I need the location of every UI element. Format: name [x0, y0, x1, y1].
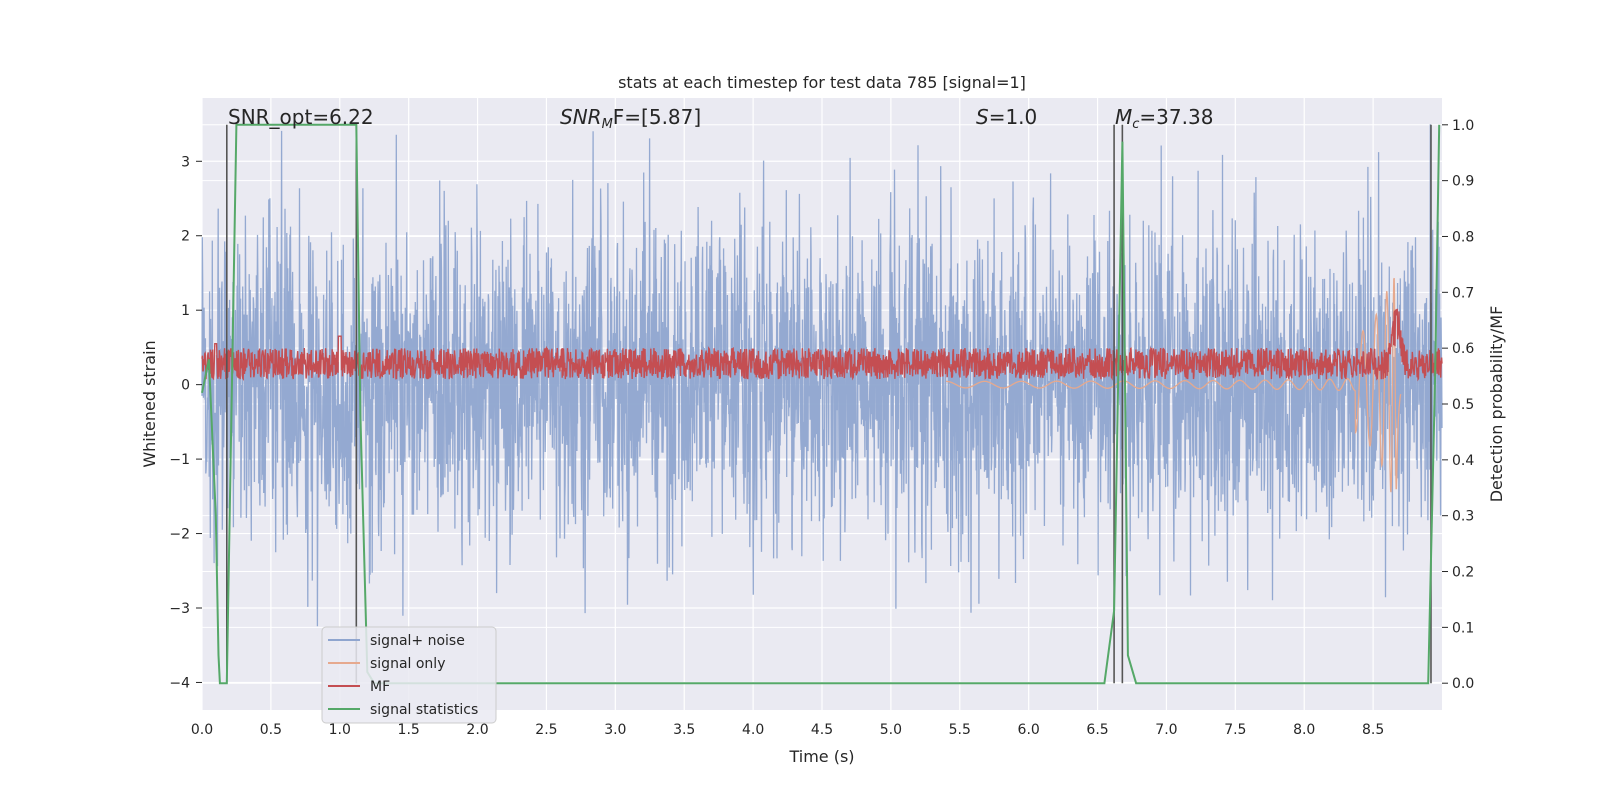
annotation-snr-opt: SNR_opt=6.22 — [228, 105, 374, 129]
annotation-mc-value: =37.38 — [1139, 105, 1213, 129]
y-tick-label: 2 — [181, 229, 190, 245]
x-tick-label: 0.5 — [260, 722, 282, 738]
x-tick-label: 1.0 — [329, 722, 351, 738]
x-tick-label: 1.5 — [398, 722, 420, 738]
x-tick-label: 7.0 — [1155, 722, 1177, 738]
legend: signal+ noise signal only MF signal stat… — [321, 626, 497, 724]
y-tick-label: −4 — [169, 675, 190, 691]
y2-tick-label: 0.9 — [1452, 174, 1474, 190]
y2-tick-label: 0.8 — [1452, 229, 1474, 245]
annotation-snr-mf-value: F=[5.87] — [613, 105, 701, 129]
annotation-snr-mf-subscript: M — [602, 117, 613, 132]
y2-axis-title: Detection probability/MF — [1487, 306, 1506, 503]
annotation-snr-mf-symbol: SNR — [560, 105, 602, 129]
annotation-snr-mf: SNRMF=[5.87] — [560, 105, 701, 132]
series-mf — [201, 308, 1443, 382]
data-layer — [201, 123, 1443, 685]
y-axis-ticks: 3 2 1 0 −1 −2 −3 −4 — [169, 154, 202, 691]
y2-tick-label: 0.0 — [1452, 676, 1474, 692]
y2-tick-label: 0.1 — [1452, 620, 1474, 636]
x-axis-title: Time (s) — [788, 747, 854, 766]
y-tick-label: −3 — [169, 601, 190, 617]
x-tick-label: 4.0 — [742, 722, 764, 738]
x-axis-ticks: 0.0 0.5 1.0 1.5 2.0 2.5 3.0 3.5 4.0 4.5 5.0 5.5 6.0 6… — [191, 722, 1384, 738]
x-tick-label: 0.0 — [191, 722, 213, 738]
annotation-s-symbol: S — [976, 105, 989, 129]
x-tick-label: 7.5 — [1224, 722, 1246, 738]
y2-tick-label: 1.0 — [1452, 118, 1474, 134]
legend-label-signal-only: signal only — [370, 656, 445, 672]
legend-label-signal-noise: signal+ noise — [370, 633, 465, 649]
x-tick-label: 6.5 — [1086, 722, 1108, 738]
annotation-s-value: =1.0 — [989, 105, 1038, 129]
y2-axis-ticks: 1.0 0.9 0.8 0.7 0.6 0.5 0.4 0.3 0.2 0.1 0.0 — [1442, 118, 1474, 692]
y-tick-label: −1 — [169, 452, 190, 468]
series-signal-only — [946, 277, 1402, 493]
y-tick-label: −2 — [169, 527, 190, 543]
annotation-s: S=1.0 — [976, 105, 1037, 129]
y2-tick-label: 0.4 — [1452, 453, 1474, 469]
x-tick-label: 5.5 — [949, 722, 971, 738]
y2-tick-label: 0.7 — [1452, 285, 1474, 301]
legend-box — [321, 626, 497, 724]
y-tick-label: 0 — [181, 378, 190, 394]
x-tick-label: 2.0 — [466, 722, 488, 738]
x-tick-label: 8.5 — [1362, 722, 1384, 738]
y-tick-label: 3 — [181, 154, 190, 170]
annotation-mc-subscript: c — [1132, 117, 1139, 132]
y2-tick-label: 0.6 — [1452, 341, 1474, 357]
x-tick-label: 6.0 — [1018, 722, 1040, 738]
y2-tick-label: 0.5 — [1452, 397, 1474, 413]
x-tick-label: 8.0 — [1293, 722, 1315, 738]
chart-title: stats at each timestep for test data 785… — [618, 73, 1026, 92]
legend-label-signal-statistics: signal statistics — [370, 702, 478, 718]
y-axis-title: Whitened strain — [140, 340, 159, 467]
legend-label-mf: MF — [370, 679, 390, 695]
annotation-mc-symbol: M — [1115, 105, 1132, 129]
y2-tick-label: 0.2 — [1452, 565, 1474, 581]
x-tick-label: 2.5 — [535, 722, 557, 738]
y2-tick-label: 0.3 — [1452, 509, 1474, 525]
annotation-mc: Mc=37.38 — [1115, 105, 1213, 132]
y-tick-label: 1 — [181, 303, 190, 319]
x-tick-label: 5.0 — [880, 722, 902, 738]
x-tick-label: 3.0 — [604, 722, 626, 738]
x-tick-label: 4.5 — [811, 722, 833, 738]
x-tick-label: 3.5 — [673, 722, 695, 738]
series-signal-noise — [201, 124, 1443, 627]
